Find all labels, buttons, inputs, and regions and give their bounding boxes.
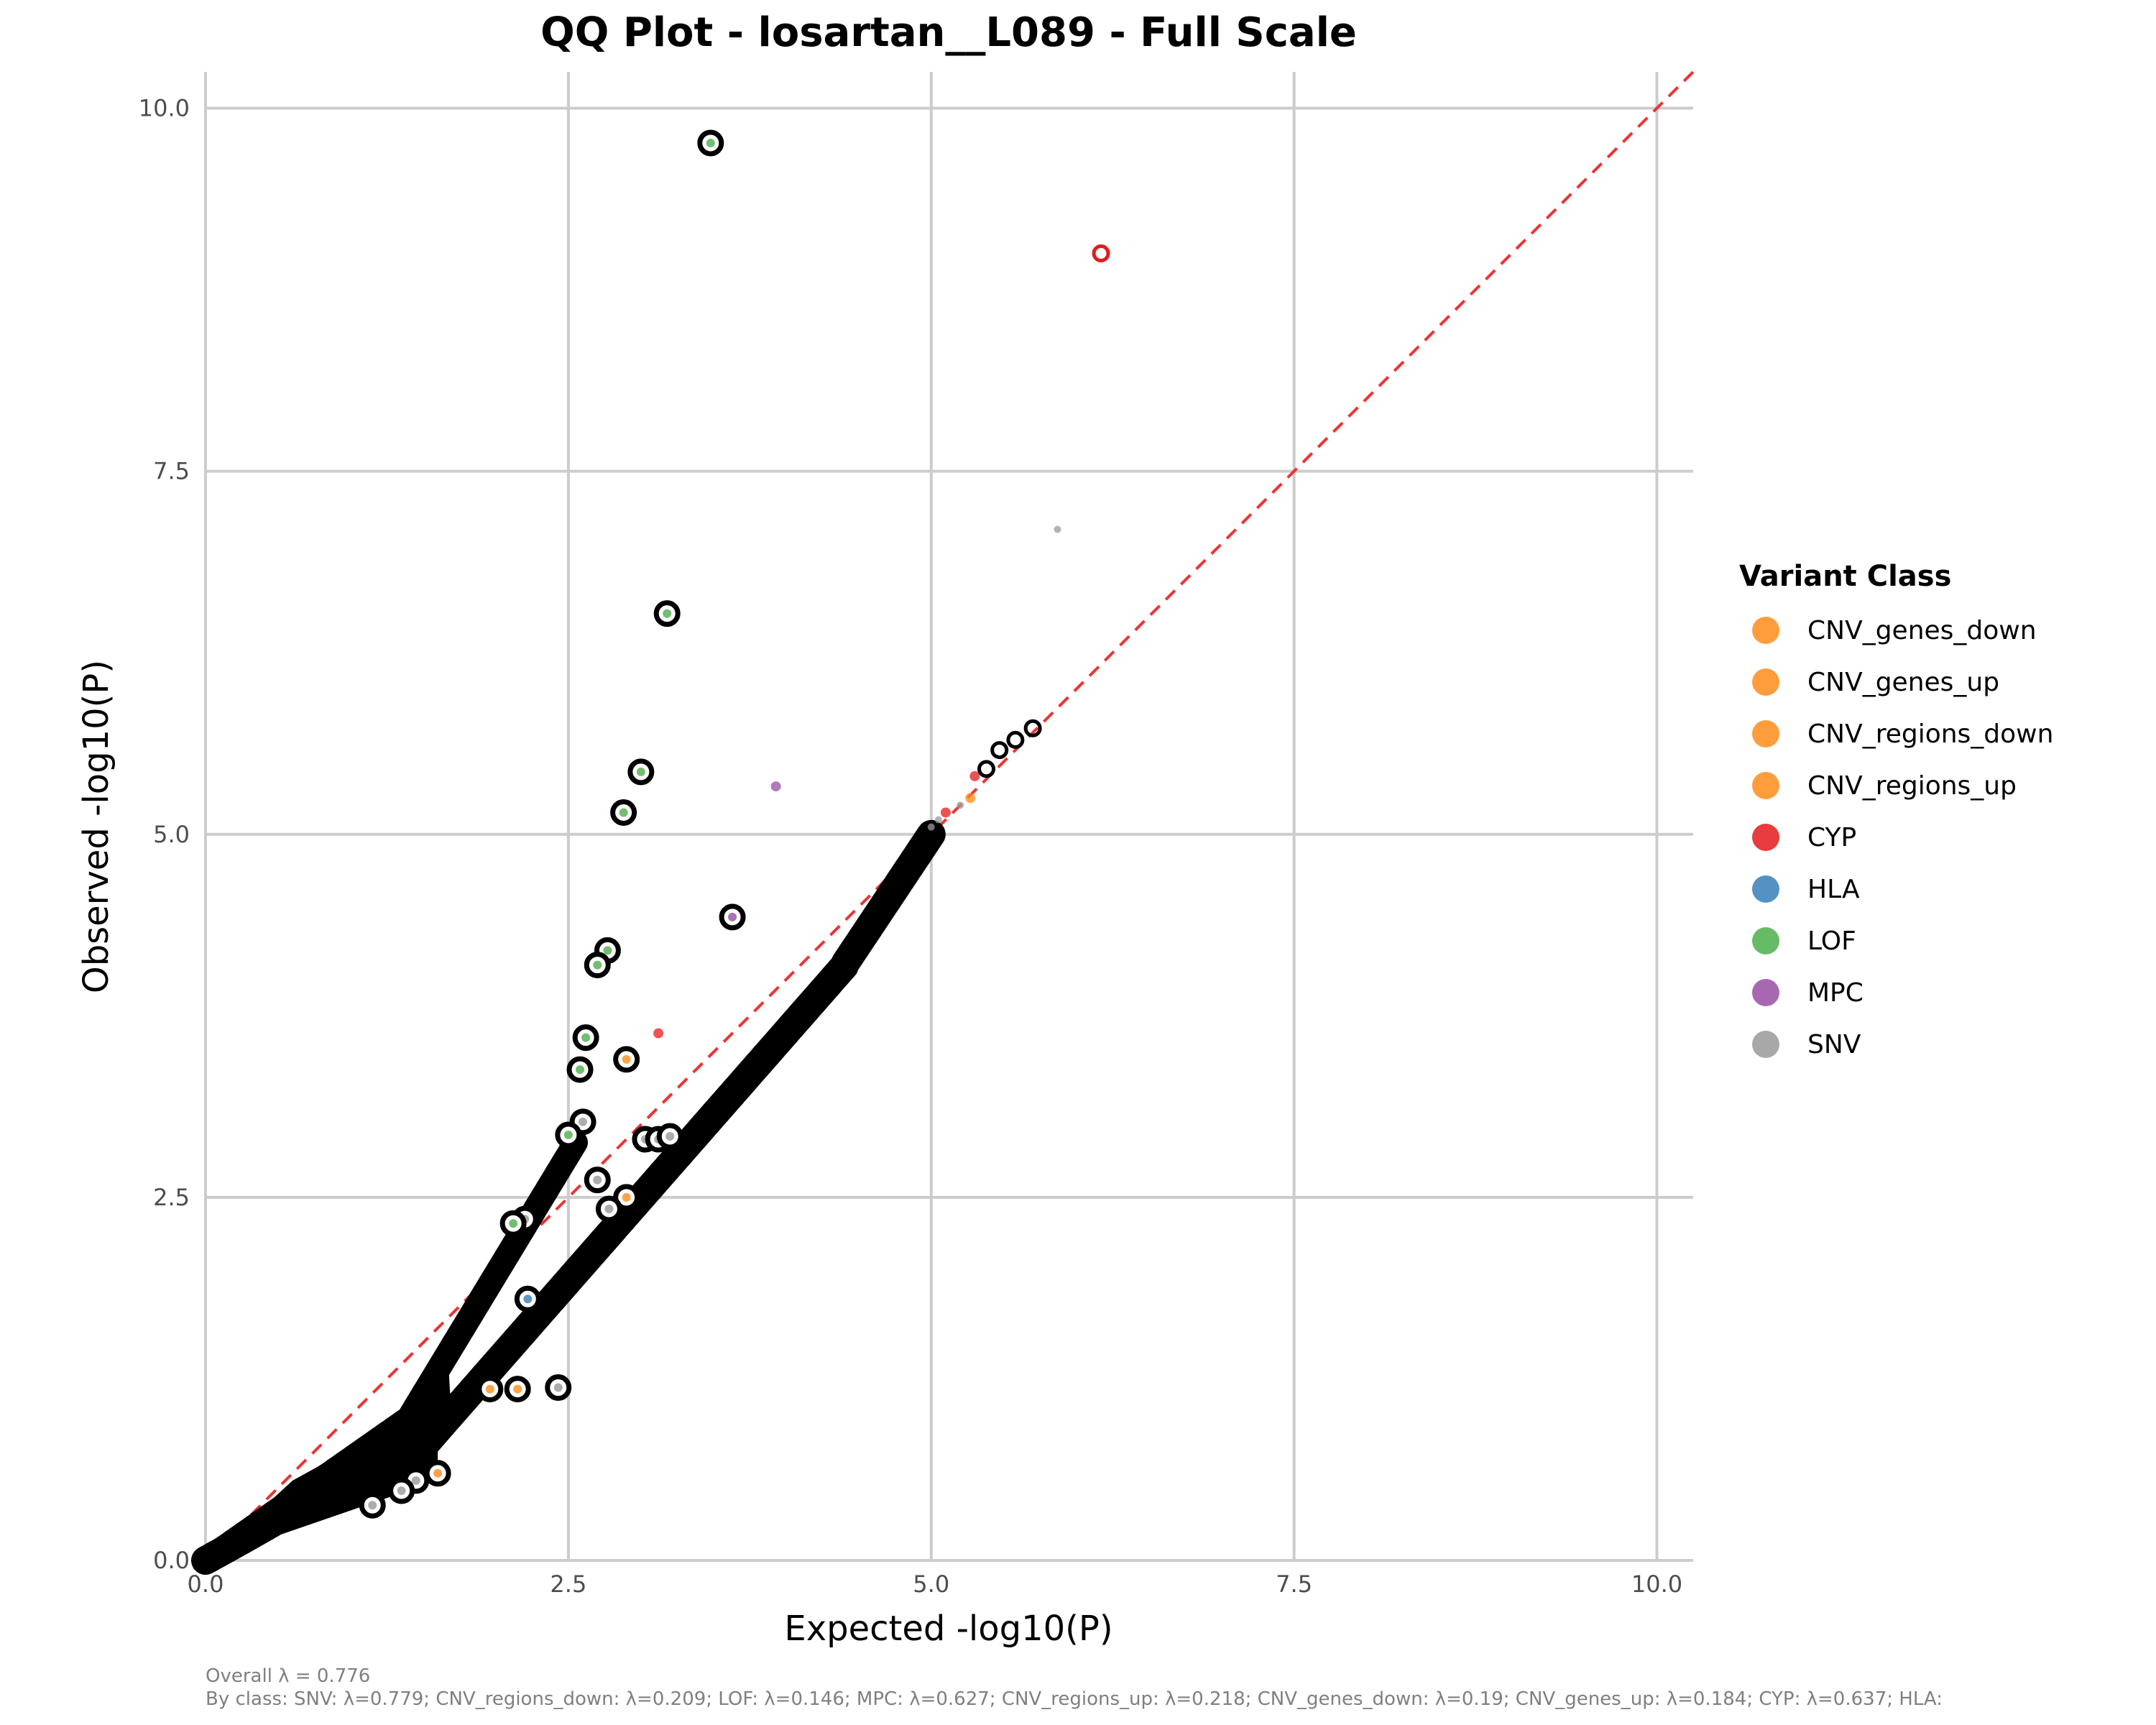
- legend-swatch: [1752, 875, 1779, 903]
- data-point: [969, 770, 980, 781]
- highlighted-point-fill: [523, 1294, 533, 1304]
- data-point: [1092, 244, 1110, 263]
- legend-entry-label: CNV_genes_up: [1807, 668, 1999, 697]
- highlighted-point-fill: [728, 912, 737, 921]
- dense-region: [206, 1400, 438, 1560]
- highlighted-point-fill: [368, 1501, 377, 1510]
- highlighted-point-fill: [619, 808, 628, 817]
- highlighted-point-fill: [603, 946, 612, 955]
- x-axis-label: Expected -log10(P): [784, 1609, 1112, 1649]
- highlighted-point-fill: [411, 1476, 420, 1485]
- legend-entry-label: CNV_genes_down: [1807, 616, 2037, 645]
- y-tick-labels: 0.0 2.5 5.0 7.5 10.0: [139, 95, 190, 1574]
- data-points: [359, 129, 1110, 1519]
- y-tick-label: 7.5: [153, 458, 190, 485]
- bulk-points: [191, 819, 946, 1575]
- lambda-by-class: By class: SNV: λ=0.779; CNV_regions_down…: [206, 1688, 1943, 1710]
- chart-title: QQ Plot - losartan__L089 - Full Scale: [540, 9, 1357, 56]
- y-tick-label: 0.0: [153, 1547, 190, 1574]
- legend-swatch: [1752, 720, 1779, 748]
- highlighted-point-fill: [509, 1219, 518, 1228]
- highlighted-point-fill: [622, 1192, 631, 1202]
- highlighted-point-fill: [622, 1054, 631, 1064]
- highlighted-point-fill: [706, 139, 715, 148]
- highlighted-point-fill: [636, 767, 645, 776]
- legend-swatch: [1752, 979, 1779, 1006]
- diagonal-line: [204, 70, 1695, 1562]
- highlighted-point-fill: [553, 1383, 563, 1392]
- legend-entry-label: CYP: [1807, 823, 1856, 852]
- highlighted-point-fill: [485, 1384, 494, 1394]
- legend: Variant Class CNV_genes_down CNV_genes_up…: [1739, 560, 2053, 1059]
- x-tick-label: 7.5: [1276, 1570, 1312, 1598]
- legend-entry-label: LOF: [1807, 926, 1856, 956]
- highlighted-point-fill: [604, 1205, 614, 1214]
- data-point: [653, 1028, 664, 1039]
- legend-swatch: [1752, 824, 1779, 851]
- data-point: [770, 781, 781, 792]
- legend-entry-label: CNV_regions_down: [1807, 719, 2053, 749]
- legend-swatch: [1752, 772, 1779, 799]
- data-point: [934, 816, 942, 824]
- highlighted-point-fill: [663, 609, 672, 618]
- highlighted-point-fill: [581, 1033, 591, 1042]
- x-tick-label: 5.0: [913, 1570, 949, 1598]
- legend-swatch: [1752, 668, 1779, 696]
- data-point: [957, 801, 964, 809]
- legend-swatch: [1752, 1031, 1779, 1058]
- highlighted-point-fill: [563, 1130, 573, 1139]
- highlighted-point-fill: [433, 1468, 443, 1478]
- legend-title: Variant Class: [1739, 560, 1951, 593]
- y-tick-label: 10.0: [139, 95, 190, 122]
- highlighted-point-fill: [397, 1486, 406, 1496]
- legend-entry-label: CNV_regions_up: [1807, 771, 2017, 801]
- legend-entry-label: HLA: [1807, 875, 1860, 904]
- x-tick-label: 0.0: [188, 1570, 224, 1598]
- data-point: [1054, 525, 1061, 533]
- x-tick-label: 10.0: [1631, 1570, 1682, 1598]
- legend-swatch: [1752, 617, 1779, 644]
- legend-swatch: [1752, 927, 1779, 954]
- legend-entry-label: MPC: [1807, 978, 1864, 1008]
- highlighted-point-fill: [576, 1065, 585, 1075]
- x-tick-labels: 0.0 2.5 5.0 7.5 10.0: [188, 1570, 1683, 1598]
- highlighted-point-fill: [593, 1175, 602, 1184]
- data-point: [990, 741, 1009, 760]
- data-point: [965, 793, 976, 804]
- highlighted-point-fill: [665, 1132, 675, 1141]
- x-tick-label: 2.5: [550, 1570, 586, 1598]
- y-tick-label: 2.5: [153, 1184, 190, 1211]
- data-point: [1023, 719, 1042, 737]
- y-axis-label: Observed -log10(P): [76, 660, 116, 993]
- data-point: [977, 760, 995, 778]
- y-tick-label: 5.0: [153, 821, 190, 848]
- data-point: [1006, 730, 1025, 749]
- reference-line: [204, 70, 1695, 1562]
- data-point: [927, 823, 935, 831]
- highlighted-point-fill: [579, 1117, 588, 1126]
- grid-lines: [204, 72, 1693, 1562]
- data-point: [940, 807, 951, 818]
- highlighted-point-fill: [513, 1384, 522, 1394]
- legend-entry-label: SNV: [1807, 1030, 1861, 1059]
- highlighted-point-fill: [593, 960, 602, 970]
- lambda-overall: Overall λ = 0.776: [206, 1665, 370, 1687]
